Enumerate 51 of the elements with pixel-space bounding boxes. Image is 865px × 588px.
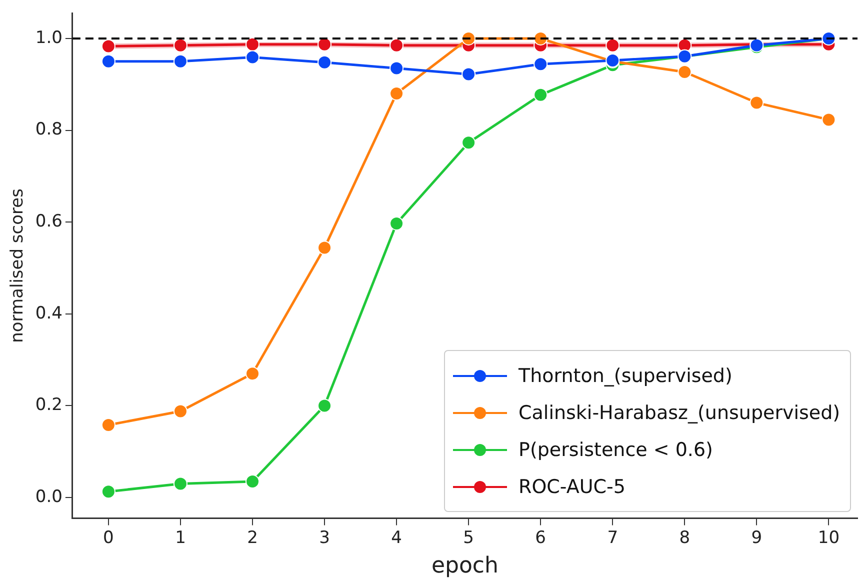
point: [606, 38, 620, 52]
point: [245, 366, 260, 381]
x-tick-label: 5: [463, 528, 474, 548]
point: [462, 67, 476, 82]
point: [173, 476, 188, 491]
point: [750, 96, 764, 110]
x-tick-label: 7: [607, 528, 618, 548]
point: [534, 57, 548, 72]
legend-label: Thornton_(supervised): [518, 364, 732, 387]
x-tick-label: 3: [319, 528, 330, 548]
point: [390, 86, 404, 101]
point: [245, 37, 260, 52]
point: [462, 136, 476, 150]
x-tick-label: 6: [535, 528, 546, 548]
y-tick-label: 0.8: [35, 120, 62, 140]
point: [678, 64, 692, 79]
legend-label: P(persistence < 0.6): [518, 438, 713, 461]
point: [173, 38, 188, 52]
legend-label: ROC-AUC-5: [518, 476, 626, 498]
point: [822, 112, 836, 127]
point: [390, 38, 404, 52]
point: [101, 418, 116, 432]
point: [318, 240, 332, 255]
x-tick-label: 4: [391, 528, 402, 548]
y-tick-label: 1.0: [35, 28, 62, 48]
point: [101, 39, 116, 54]
y-tick-label: 0.6: [35, 212, 62, 232]
point: [101, 54, 116, 68]
legend-label: Calinski-Harabasz_(unsupervised): [518, 402, 840, 424]
point: [318, 398, 332, 413]
y-axis-title: normalised scores: [8, 188, 28, 343]
x-tick-label: 8: [679, 528, 690, 548]
point: [173, 54, 188, 68]
point: [390, 216, 404, 230]
y-tick-label: 0.0: [35, 486, 62, 507]
point: [390, 61, 404, 76]
x-tick-label: 9: [751, 528, 762, 548]
y-tick-label: 0.4: [35, 303, 62, 324]
x-tick-label: 0: [103, 528, 114, 548]
x-tick-label: 10: [818, 528, 840, 548]
point: [173, 404, 188, 418]
x-tick-label: 1: [175, 528, 186, 548]
point: [534, 88, 548, 102]
y-tick-label: 0.2: [35, 395, 62, 416]
point: [245, 474, 260, 488]
point: [245, 50, 260, 64]
point: [318, 37, 332, 52]
x-axis-title: epoch: [431, 554, 498, 579]
x-tick-label: 2: [247, 528, 258, 548]
point: [101, 484, 116, 499]
point: [318, 55, 332, 70]
